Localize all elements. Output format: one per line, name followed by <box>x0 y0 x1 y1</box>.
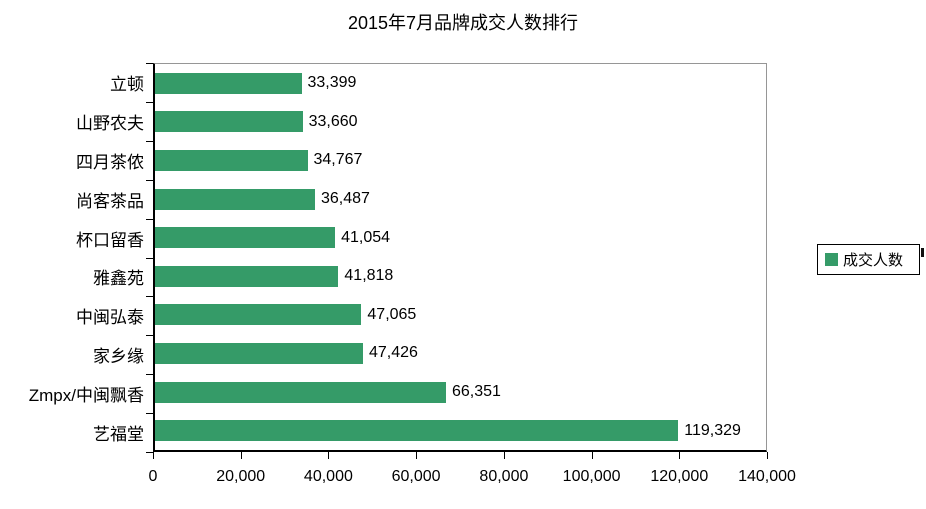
y-axis-tick <box>146 296 153 298</box>
category-label: 山野农夫 <box>76 113 144 133</box>
bar-row: 66,351 <box>155 373 766 412</box>
legend-swatch <box>825 253 838 266</box>
y-axis-tick <box>146 63 153 64</box>
category-label: 四月茶侬 <box>76 152 144 172</box>
y-axis-tick <box>146 335 153 337</box>
bar <box>155 149 308 171</box>
value-label: 47,065 <box>367 305 417 323</box>
y-axis-tick <box>146 257 153 259</box>
y-axis-tick <box>146 452 153 453</box>
category-label: 家乡缘 <box>93 347 144 367</box>
screen-edge-artifact <box>921 248 924 257</box>
y-axis-tick <box>146 101 153 103</box>
plot-area: 33,399 33,660 34,767 36,487 41,054 41,818 47,0… <box>153 63 767 452</box>
value-label: 41,054 <box>341 228 391 246</box>
bar <box>155 111 303 133</box>
value-label: 33,660 <box>308 112 358 130</box>
x-axis-tick-label: 100,000 <box>562 468 621 485</box>
value-label: 66,351 <box>452 383 501 401</box>
bar-row: 47,426 <box>155 334 766 373</box>
value-label: 33,399 <box>307 74 357 92</box>
bar-row: 34,767 <box>155 141 766 180</box>
legend-label: 成交人数 <box>843 252 904 269</box>
bar-row: 41,054 <box>155 218 766 257</box>
bar-row: 36,487 <box>155 180 766 219</box>
category-label: 艺福堂 <box>93 425 144 445</box>
bar <box>155 420 679 442</box>
x-axis-tick-label: 20,000 <box>216 468 266 485</box>
x-axis-tick-label: 60,000 <box>391 468 441 485</box>
y-axis-tick <box>146 179 153 181</box>
x-axis-tick <box>591 452 593 459</box>
category-label: 杯口留香 <box>76 230 144 250</box>
x-axis-tick <box>153 452 154 459</box>
category-label: 尚客茶品 <box>76 191 144 211</box>
x-axis-tick-label: 0 <box>148 468 158 485</box>
category-label: 立顿 <box>110 74 144 94</box>
value-label: 36,487 <box>321 190 370 208</box>
y-axis-tick <box>146 413 153 415</box>
bar <box>155 72 302 94</box>
bar <box>155 227 336 249</box>
bar <box>155 381 446 403</box>
x-axis-tick <box>416 452 418 459</box>
category-label: Zmpx/中闽飘香 <box>28 386 144 406</box>
x-axis-tick <box>767 452 768 459</box>
bar-row: 33,660 <box>155 103 766 142</box>
value-label: 47,426 <box>369 344 418 362</box>
value-label: 119,329 <box>684 421 741 439</box>
y-axis-tick <box>146 374 153 376</box>
chart-title: 2015年7月品牌成交人数排行 <box>347 13 579 33</box>
x-axis-tick <box>328 452 330 459</box>
bar <box>155 188 315 210</box>
y-axis-tick <box>146 218 153 220</box>
category-axis-labels: 立顿山野农夫四月茶侬尚客茶品杯口留香雅鑫苑中闽弘泰家乡缘 Zmpx/中闽飘香艺福堂 <box>0 63 144 452</box>
value-label: 34,767 <box>313 151 363 169</box>
value-label: 41,818 <box>344 267 394 285</box>
x-axis-tick-label: 140,000 <box>738 468 796 485</box>
x-axis-tick <box>679 452 681 459</box>
bar <box>155 304 362 326</box>
bar <box>155 342 363 364</box>
category-label: 雅鑫苑 <box>93 269 144 289</box>
y-axis-tick <box>146 140 153 142</box>
legend: 成交人数 <box>817 244 920 275</box>
bar-row: 41,818 <box>155 257 766 296</box>
x-axis-tick-label: 120,000 <box>650 468 709 485</box>
bar-row: 119,329 <box>155 411 766 450</box>
bar-row: 33,399 <box>155 64 766 103</box>
x-axis-tick-label: 80,000 <box>479 468 529 485</box>
x-axis-tick <box>503 452 505 459</box>
x-axis-tick-label: 40,000 <box>303 468 353 485</box>
bar <box>155 265 339 287</box>
category-label: 中闽弘泰 <box>76 308 144 328</box>
x-axis-tick <box>240 452 242 459</box>
bar-row: 47,065 <box>155 296 766 335</box>
